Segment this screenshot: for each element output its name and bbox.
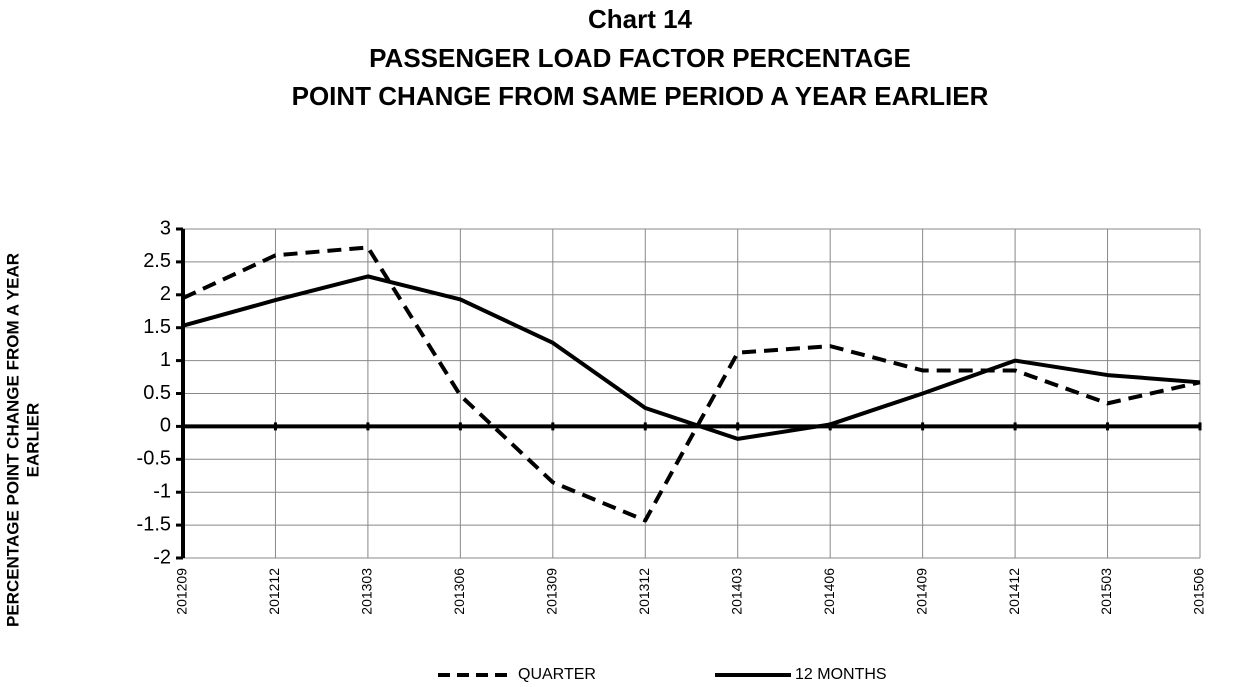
x-tick-label: 201506 <box>1191 568 1207 615</box>
x-tick-label: 201312 <box>636 568 652 615</box>
y-tick-label: 0.5 <box>143 382 171 404</box>
y-tick-label: 3 <box>160 217 171 239</box>
chart-title: Chart 14 <box>588 4 693 34</box>
x-tick-label: 201209 <box>174 568 190 615</box>
x-tick-label: 201503 <box>1098 568 1114 615</box>
y-axis-label: PERCENTAGE POINT CHANGE FROM A YEAR <box>3 253 22 627</box>
series-line <box>182 245 1201 523</box>
chart-title: POINT CHANGE FROM SAME PERIOD A YEAR EAR… <box>292 81 989 111</box>
x-tick-label: 201306 <box>451 568 467 615</box>
y-tick-label: 2 <box>160 283 171 305</box>
y-axis-label: EARLIER <box>23 403 42 478</box>
legend-label: 12 MONTHS <box>795 666 887 683</box>
x-tick-label: 201403 <box>728 568 744 615</box>
y-tick-label: -0.5 <box>137 448 171 470</box>
x-tick-label: 201212 <box>266 568 282 615</box>
x-tick-label: 201303 <box>359 568 375 615</box>
y-tick-label: 1.5 <box>143 316 171 338</box>
chart-title: PASSENGER LOAD FACTOR PERCENTAGE <box>369 43 911 73</box>
legend-label: QUARTER <box>518 666 596 683</box>
series-line <box>182 274 1201 441</box>
x-tick-label: 201406 <box>821 568 837 615</box>
y-tick-label: -2 <box>153 546 171 568</box>
y-tick-label: -1.5 <box>137 513 171 535</box>
y-tick-label: 2.5 <box>143 250 171 272</box>
x-tick-label: 201309 <box>544 568 560 615</box>
x-tick-label: 201412 <box>1006 568 1022 615</box>
y-tick-label: 0 <box>160 415 171 437</box>
y-tick-label: -1 <box>153 480 171 502</box>
x-tick-label: 201409 <box>913 568 929 615</box>
y-tick-label: 1 <box>160 349 171 371</box>
